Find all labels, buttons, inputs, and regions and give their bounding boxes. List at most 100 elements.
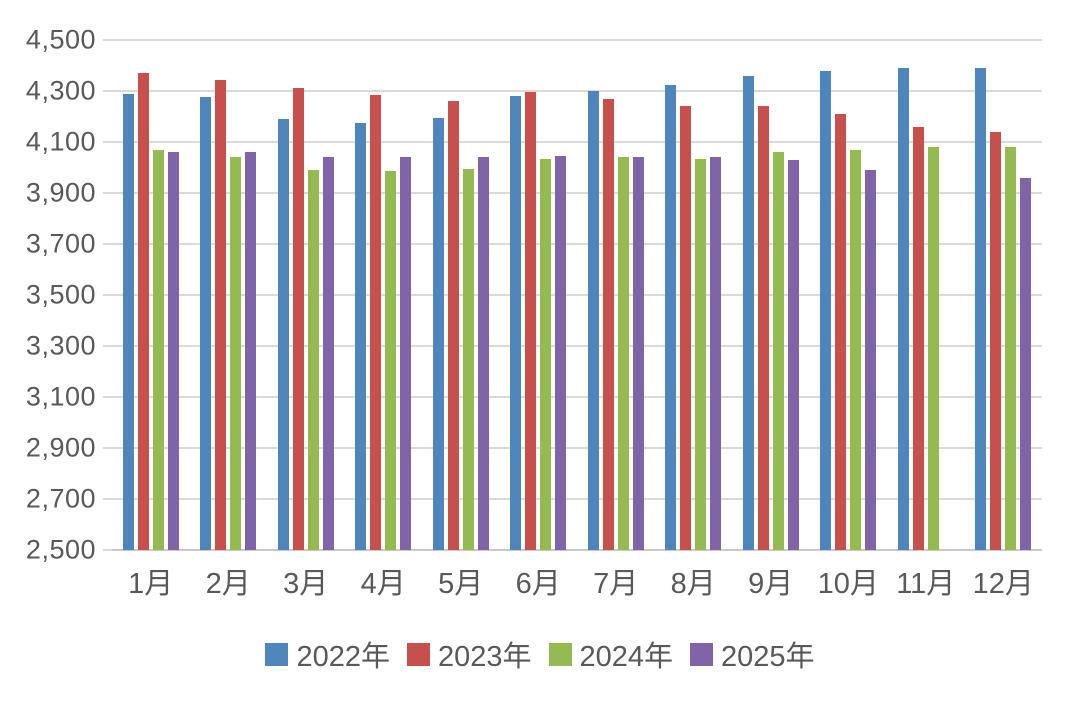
- bar-2023年-11月: [912, 126, 924, 550]
- bar-2023年-7月: [602, 98, 614, 550]
- legend-swatch-icon: [690, 642, 714, 666]
- grid-line: [112, 498, 1042, 500]
- bar-2023年-5月: [447, 101, 459, 550]
- bar-2024年-6月: [540, 158, 552, 550]
- bar-2022年-9月: [742, 75, 754, 550]
- x-tick-label-7月: 7月: [593, 568, 639, 600]
- plot-area: [112, 39, 1042, 551]
- bar-2024年-9月: [772, 152, 784, 550]
- bar-2022年-2月: [200, 97, 212, 550]
- y-tick-label: 2,700: [25, 483, 96, 514]
- tick-mark: [103, 549, 112, 551]
- x-tick-label-3月: 3月: [283, 568, 329, 600]
- x-tick-label-6月: 6月: [515, 568, 561, 600]
- bar-2025年-7月: [632, 157, 644, 550]
- bar-2023年-6月: [525, 92, 537, 550]
- legend-label: 2022年: [296, 641, 390, 673]
- grid-line: [112, 294, 1042, 296]
- tick-mark: [103, 498, 112, 500]
- bar-2023年-4月: [370, 94, 382, 550]
- bar-group-11月: [887, 40, 965, 550]
- legend-swatch-icon: [265, 642, 289, 666]
- bar-2022年-4月: [355, 122, 367, 550]
- bar-group-5月: [422, 40, 500, 550]
- grid-line: [112, 345, 1042, 347]
- y-tick-label: 2,900: [25, 432, 96, 463]
- legend-item-2023年: 2023年: [406, 633, 532, 675]
- bar-group-8月: [655, 40, 733, 550]
- bar-2022年-12月: [975, 68, 987, 550]
- legend-item-2024年: 2024年: [548, 633, 674, 675]
- y-tick-label: 3,100: [25, 381, 96, 412]
- bar-2023年-10月: [835, 113, 847, 550]
- grid-line: [112, 396, 1042, 398]
- bar-group-4月: [345, 40, 423, 550]
- bar-2022年-1月: [122, 93, 134, 550]
- bar-2023年-9月: [757, 106, 769, 550]
- tick-mark: [103, 345, 112, 347]
- tick-mark: [103, 294, 112, 296]
- legend-swatch-icon: [548, 642, 572, 666]
- x-tick-label-10月: 10月: [817, 568, 879, 600]
- bar-2022年-8月: [665, 84, 677, 550]
- bar-2025年-6月: [555, 156, 567, 550]
- y-tick-label: 3,500: [25, 279, 96, 310]
- bar-2022年-7月: [587, 91, 599, 550]
- legend-label: 2024年: [579, 641, 674, 673]
- bar-2025年-8月: [710, 157, 722, 550]
- bar-2024年-4月: [385, 171, 397, 550]
- tick-mark: [103, 39, 112, 41]
- tick-mark: [103, 141, 112, 143]
- y-tick-label: 4,300: [25, 75, 96, 106]
- bar-2024年-11月: [927, 147, 939, 550]
- bar-2022年-10月: [820, 70, 832, 550]
- tick-mark: [103, 90, 112, 92]
- bar-2024年-8月: [695, 158, 707, 550]
- legend-item-2022年: 2022年: [265, 633, 390, 675]
- bar-2024年-1月: [152, 149, 164, 550]
- y-axis: 2,500 2,700 2,900 3,100 3,300 3,500 3,700 3,900…: [0, 25, 104, 565]
- legend-label: 2025年: [721, 641, 815, 673]
- bar-2023年-8月: [680, 106, 692, 550]
- tick-mark: [103, 447, 112, 449]
- bar-group-7月: [577, 40, 655, 550]
- y-tick-label: 3,700: [25, 228, 96, 259]
- bar-group-6月: [500, 40, 578, 550]
- y-axis-ticks: [103, 39, 112, 551]
- bar-2023年-1月: [137, 73, 149, 550]
- bar-groups: [112, 40, 1042, 550]
- bar-group-1月: [112, 40, 190, 550]
- y-tick-label: 4,500: [25, 24, 96, 55]
- bar-2023年-3月: [292, 88, 304, 550]
- grid-line: [112, 141, 1042, 143]
- bar-group-3月: [267, 40, 345, 550]
- legend-label: 2023年: [437, 641, 532, 673]
- x-tick-label-1月: 1月: [128, 568, 174, 600]
- grid-line: [112, 90, 1042, 92]
- x-tick-label-4月: 4月: [360, 568, 406, 600]
- tick-mark: [103, 192, 112, 194]
- legend: 2022年 2023年 2024年 2025年: [0, 633, 1080, 675]
- x-axis: 1月 2月 3月 4月 5月 6月 7月 8月 9月 10月 11月 12月: [112, 560, 1042, 602]
- bar-2024年-12月: [1005, 147, 1017, 550]
- bar-2025年-2月: [245, 152, 257, 550]
- bar-2025年-12月: [1020, 177, 1032, 550]
- x-tick-label-2月: 2月: [205, 568, 251, 600]
- x-tick-label-12月: 12月: [972, 568, 1034, 600]
- bar-2025年-9月: [787, 159, 799, 550]
- bar-2025年-3月: [322, 157, 334, 550]
- bar-group-2月: [190, 40, 268, 550]
- bar-2024年-2月: [230, 157, 242, 550]
- bar-2023年-2月: [215, 79, 227, 550]
- bar-2023年-12月: [990, 131, 1002, 550]
- bar-group-9月: [732, 40, 810, 550]
- bar-group-12月: [965, 40, 1043, 550]
- x-axis-line: [112, 549, 1042, 551]
- bar-2025年-5月: [477, 157, 489, 550]
- bar-group-10月: [810, 40, 888, 550]
- bar-2024年-7月: [617, 157, 629, 550]
- y-tick-label: 3,900: [25, 177, 96, 208]
- x-tick-label-5月: 5月: [438, 568, 484, 600]
- grid-line: [112, 447, 1042, 449]
